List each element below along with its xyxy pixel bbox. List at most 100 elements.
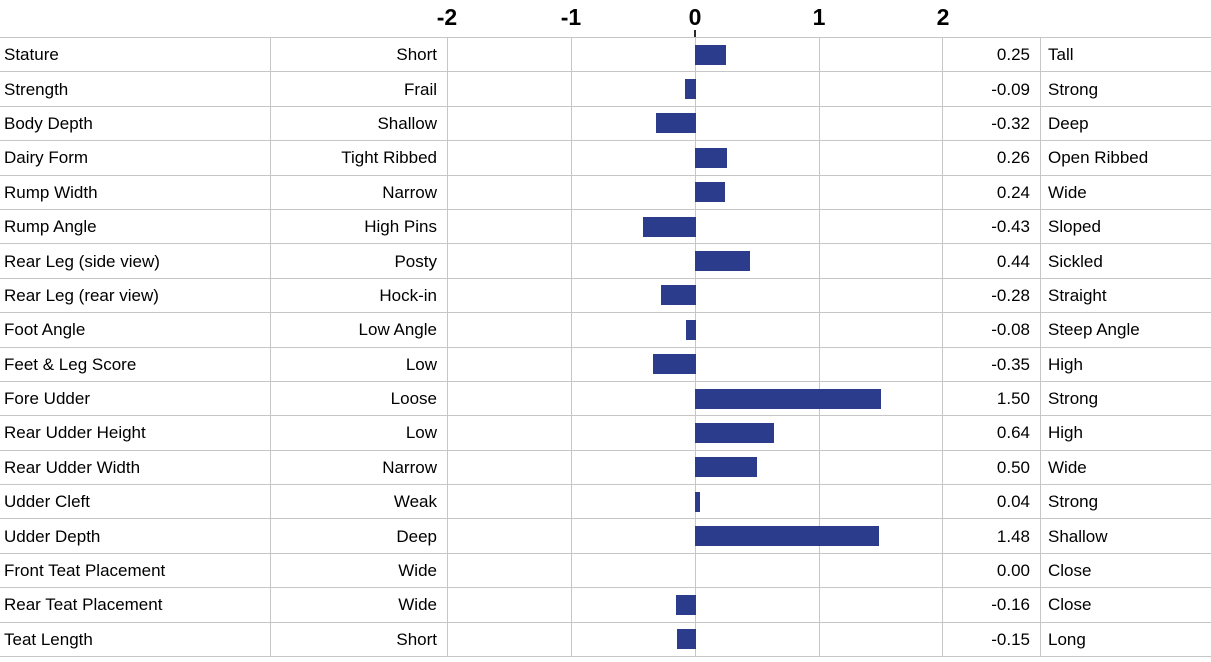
gridline-plus1 (819, 141, 820, 175)
gridline-plus1 (819, 244, 820, 278)
axis-tick-label: 0 (688, 4, 702, 30)
sta-value-cell: 0.50 (943, 450, 1041, 485)
sta-bar (652, 354, 696, 375)
bar-chart-cell (448, 622, 943, 657)
table-row: Strength Frail -0.09 Strong (0, 72, 1211, 107)
value-axis: -2 -1 0 1 2 (0, 0, 1211, 37)
trait-name-cell: Rump Angle (0, 209, 271, 244)
sta-bar (642, 216, 696, 237)
high-descriptor-cell: High (1048, 354, 1083, 374)
sta-bar (677, 629, 696, 650)
trait-name-cell: Foot Angle (0, 313, 271, 347)
table-row: Fore Udder Loose 1.50 Strong (0, 381, 1211, 417)
high-descriptor-cell: Strong (1048, 79, 1099, 99)
trait-name-cell: Udder Depth (0, 519, 271, 553)
sta-value-cell: -0.15 (943, 622, 1041, 657)
sta-bar (695, 491, 700, 512)
sta-value-cell: 0.64 (943, 416, 1041, 450)
low-descriptor-cell: Deep (271, 519, 448, 553)
trait-name-cell: Teat Length (0, 622, 271, 657)
trait-name-cell: Rear Leg (rear view) (0, 278, 271, 313)
gridline-minus1 (571, 347, 572, 381)
sta-value-cell: 1.48 (943, 519, 1041, 553)
sta-bar (656, 113, 696, 134)
sta-value-cell: -0.28 (943, 278, 1041, 313)
trait-name-cell: Dairy Form (0, 141, 271, 175)
sta-value-cell: -0.16 (943, 588, 1041, 622)
low-descriptor-cell: Hock-in (271, 278, 448, 313)
low-descriptor-cell: Posty (271, 244, 448, 278)
table-row: Dairy Form Tight Ribbed 0.26 Open Ribbed (0, 141, 1211, 176)
table-row: Rear Udder Height Low 0.64 High (0, 416, 1211, 451)
gridline-plus1 (819, 313, 820, 347)
bar-chart-cell (448, 553, 943, 588)
high-descriptor-cell: Deep (1048, 113, 1089, 133)
low-descriptor-cell: Weak (271, 485, 448, 519)
trait-table: Stature Short 0.25 Tall Strength Frail -… (0, 37, 1211, 658)
gridline-minus1 (571, 313, 572, 347)
high-descriptor-cell: Sickled (1048, 251, 1103, 271)
trait-name-cell: Rear Leg (side view) (0, 244, 271, 278)
trait-name-cell: Rear Udder Height (0, 416, 271, 450)
sta-bar (695, 44, 726, 65)
gridline-plus1 (819, 416, 820, 450)
zero-axis-tick (694, 30, 696, 37)
gridline-minus1 (571, 588, 572, 622)
sta-value-cell: 0.25 (943, 38, 1041, 72)
trait-name-cell: Stature (0, 38, 271, 72)
table-row: Udder Depth Deep 1.48 Shallow (0, 519, 1211, 554)
gridline-plus1 (819, 209, 820, 244)
bar-chart-cell (448, 244, 943, 278)
high-descriptor-cell: Tall (1048, 45, 1074, 65)
high-descriptor-cell: Long (1048, 629, 1086, 649)
high-descriptor-cell: Close (1048, 595, 1092, 615)
low-descriptor-cell: High Pins (271, 209, 448, 244)
bar-chart-cell (448, 209, 943, 244)
low-descriptor-cell: Tight Ribbed (271, 141, 448, 175)
table-row: Body Depth Shallow -0.32 Deep (0, 106, 1211, 142)
low-descriptor-cell: Low (271, 416, 448, 450)
table-row: Rump Width Narrow 0.24 Wide (0, 175, 1211, 210)
sta-bar (695, 147, 728, 168)
gridline-minus1 (571, 38, 572, 72)
bar-chart-cell (448, 313, 943, 347)
high-descriptor-cell: Close (1048, 561, 1092, 581)
sta-value-cell: 0.04 (943, 485, 1041, 519)
gridline-minus1 (571, 72, 572, 106)
low-descriptor-cell: Narrow (271, 175, 448, 209)
high-descriptor-cell: Sloped (1048, 217, 1101, 237)
sta-value-cell: 0.00 (943, 553, 1041, 588)
sta-value-cell: -0.08 (943, 313, 1041, 347)
gridline-minus1 (571, 519, 572, 553)
table-row: Foot Angle Low Angle -0.08 Steep Angle (0, 313, 1211, 348)
sta-bar (695, 457, 757, 478)
table-row: Stature Short 0.25 Tall (0, 38, 1211, 73)
bar-chart-cell (448, 175, 943, 209)
sta-value-cell: -0.09 (943, 72, 1041, 106)
gridline-plus1 (819, 106, 820, 141)
gridline-plus1 (819, 485, 820, 519)
table-row: Rear Udder Width Narrow 0.50 Wide (0, 450, 1211, 486)
trait-name-cell: Udder Cleft (0, 485, 271, 519)
table-row: Rear Leg (rear view) Hock-in -0.28 Strai… (0, 278, 1211, 314)
sta-bar (676, 594, 696, 615)
low-descriptor-cell: Narrow (271, 450, 448, 485)
high-descriptor-cell: High (1048, 423, 1083, 443)
trait-name-cell: Rear Udder Width (0, 450, 271, 485)
low-descriptor-cell: Wide (271, 553, 448, 588)
bar-chart-cell (448, 485, 943, 519)
high-descriptor-cell: Strong (1048, 389, 1099, 409)
table-row: Feet & Leg Score Low -0.35 High (0, 347, 1211, 382)
low-descriptor-cell: Low Angle (271, 313, 448, 347)
trait-name-cell: Feet & Leg Score (0, 347, 271, 381)
trait-name-cell: Fore Udder (0, 381, 271, 416)
table-row: Teat Length Short -0.15 Long (0, 622, 1211, 658)
gridline-minus1 (571, 175, 572, 209)
gridline-plus1 (819, 38, 820, 72)
high-descriptor-cell: Shallow (1048, 526, 1108, 546)
bar-chart-cell (448, 38, 943, 72)
table-row: Udder Cleft Weak 0.04 Strong (0, 485, 1211, 520)
axis-tick-label: -1 (560, 4, 582, 30)
sta-bar (695, 388, 881, 409)
